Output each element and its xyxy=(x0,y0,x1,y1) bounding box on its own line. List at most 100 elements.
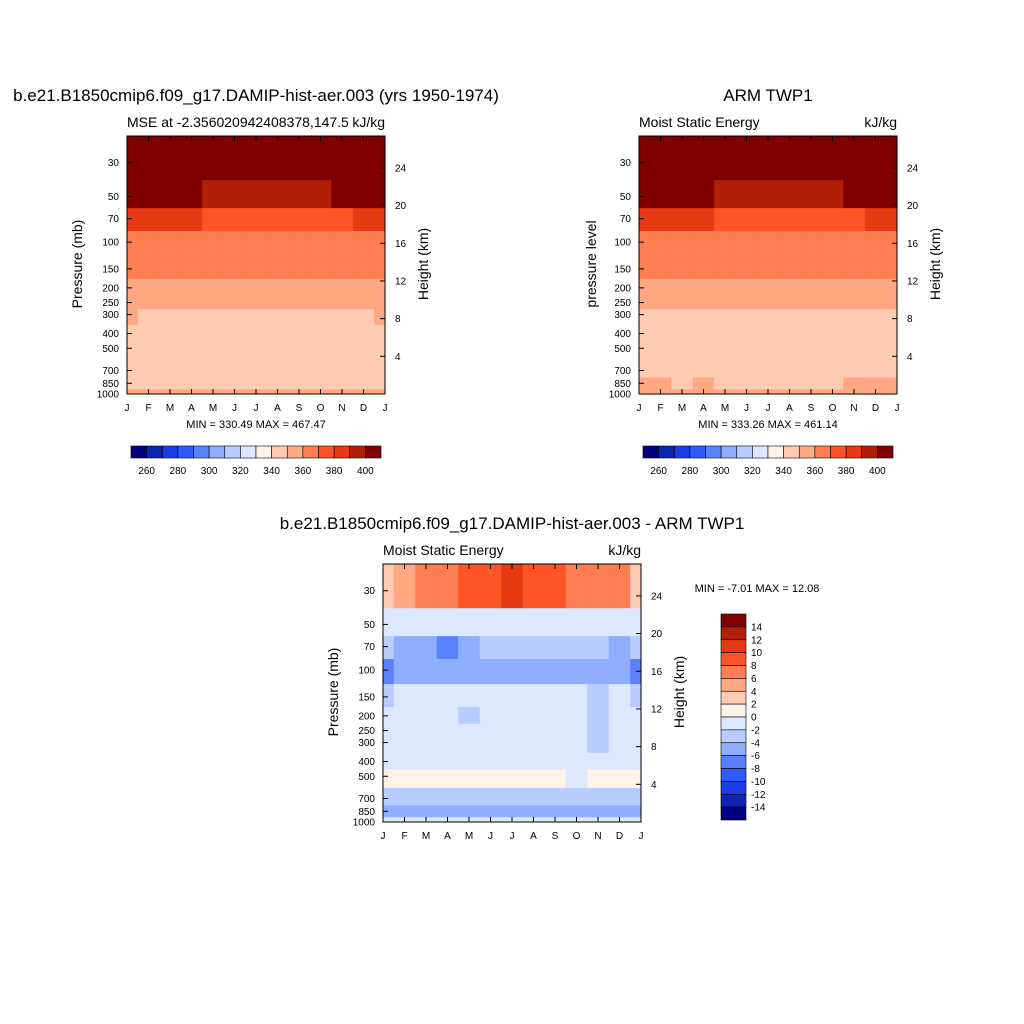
diff-cell xyxy=(436,787,459,806)
diff-cell xyxy=(383,607,395,637)
model-cell xyxy=(127,324,139,342)
diff-cell xyxy=(630,706,641,724)
model-cell xyxy=(223,324,246,342)
diff-cell xyxy=(522,752,545,770)
diff-field xyxy=(383,564,641,822)
model-ytick-label: 400 xyxy=(102,329,119,340)
model-cell xyxy=(223,230,246,257)
model-colorbar-swatch xyxy=(208,445,226,459)
obs-cell xyxy=(864,340,887,360)
diff-cell xyxy=(630,658,641,685)
diff-xtick-label: J xyxy=(639,831,644,842)
obs-cell xyxy=(843,359,866,378)
model-ytick-right-label: 16 xyxy=(395,239,407,250)
model-xtick-label: M xyxy=(166,403,174,414)
model-colorbar-swatch xyxy=(240,445,257,459)
panel-model-left-label: MSE at -2.356020942408378,147.5 xyxy=(127,114,349,130)
obs-cell xyxy=(735,136,758,181)
diff-xtick-label: N xyxy=(594,831,601,842)
diff-colorbar-swatch xyxy=(720,781,747,795)
obs-ytick-label: 70 xyxy=(620,214,632,225)
obs-cell xyxy=(649,255,672,279)
diff-colorbar-label: -2 xyxy=(751,725,760,736)
obs-cell xyxy=(757,179,780,209)
obs-cell xyxy=(671,295,694,310)
obs-cell xyxy=(757,136,780,181)
model-cell xyxy=(288,136,311,181)
model-cell xyxy=(266,230,289,257)
model-cell xyxy=(223,340,246,360)
diff-cell xyxy=(608,564,631,609)
obs-cell xyxy=(757,340,780,360)
obs-cell xyxy=(886,324,897,342)
obs-cell xyxy=(714,136,737,181)
obs-cell xyxy=(671,255,694,279)
model-cell xyxy=(331,255,354,279)
diff-ytick-label: 50 xyxy=(364,620,376,631)
obs-cell xyxy=(864,278,887,296)
model-colorbar-swatch xyxy=(365,445,382,459)
diff-ytick-right-label: 20 xyxy=(651,629,663,640)
model-cell xyxy=(288,179,311,209)
model-cell xyxy=(127,207,139,231)
diff-cell xyxy=(608,736,631,753)
obs-cell xyxy=(639,388,651,394)
diff-cell xyxy=(393,635,416,659)
model-cell xyxy=(127,179,139,209)
diff-cell xyxy=(565,683,588,707)
model-cell xyxy=(127,359,139,378)
panel-obs-ylabel-right: Height (km) xyxy=(927,228,943,300)
diff-cell xyxy=(393,607,416,637)
diff-cell xyxy=(415,804,438,818)
diff-cell xyxy=(565,804,588,818)
obs-colorbar-swatch xyxy=(845,445,863,459)
obs-cell xyxy=(778,255,801,279)
model-cell xyxy=(223,136,246,181)
model-cell xyxy=(245,308,268,325)
diff-cell xyxy=(458,723,481,738)
obs-cell xyxy=(692,324,715,342)
obs-cell xyxy=(778,376,801,390)
diff-colorbar-label: 4 xyxy=(751,687,757,698)
obs-colorbar-label: 340 xyxy=(775,466,792,477)
model-cell xyxy=(288,278,311,296)
model-cell xyxy=(374,207,385,231)
obs-cell xyxy=(714,278,737,296)
obs-cell xyxy=(821,295,844,310)
diff-cell xyxy=(565,752,588,770)
obs-cell xyxy=(800,136,823,181)
obs-cell xyxy=(886,255,897,279)
diff-cell xyxy=(393,736,416,753)
model-ytick-label: 250 xyxy=(102,298,119,309)
obs-cell xyxy=(692,230,715,257)
obs-cell xyxy=(757,278,780,296)
diff-ytick-label: 100 xyxy=(358,666,375,677)
obs-cell xyxy=(843,308,866,325)
diff-cell xyxy=(383,635,395,659)
model-colorbar-swatch xyxy=(177,445,194,459)
obs-cell xyxy=(639,278,651,296)
obs-cell xyxy=(821,340,844,360)
obs-ytick-right-label: 20 xyxy=(907,201,919,212)
diff-colorbar-label: -10 xyxy=(751,777,766,788)
model-cell xyxy=(127,388,139,394)
obs-cell xyxy=(864,179,887,209)
obs-cell xyxy=(843,295,866,310)
obs-cell xyxy=(800,376,823,390)
diff-cell xyxy=(415,787,438,806)
panel-obs-stats: MIN = 333.26 MAX = 461.14 xyxy=(698,419,837,431)
model-cell xyxy=(352,324,375,342)
obs-cell xyxy=(886,376,897,390)
obs-cell xyxy=(649,179,672,209)
model-cell xyxy=(288,324,311,342)
diff-xtick-label: J xyxy=(488,831,493,842)
obs-cell xyxy=(843,340,866,360)
diff-cell xyxy=(383,723,395,738)
model-cell xyxy=(180,340,203,360)
obs-cell xyxy=(714,207,737,231)
model-cell xyxy=(245,295,268,310)
diff-cell xyxy=(565,635,588,659)
diff-ytick-label: 1000 xyxy=(353,818,376,829)
diff-cell xyxy=(393,804,416,818)
obs-cell xyxy=(800,230,823,257)
